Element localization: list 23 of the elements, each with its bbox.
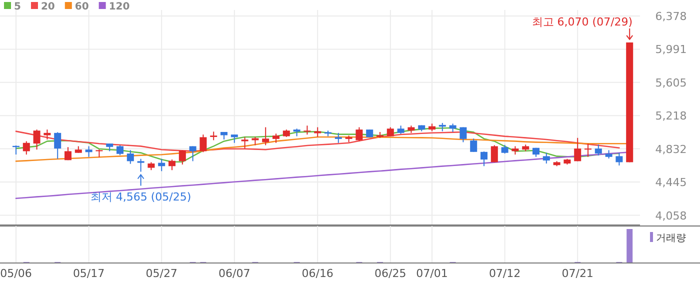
y-tick-label: 4,445 bbox=[655, 176, 687, 190]
x-tick-label: 05/06 bbox=[0, 267, 32, 280]
x-tick-label: 05/17 bbox=[72, 267, 105, 280]
y-tick-label: 5,605 bbox=[655, 76, 687, 90]
legend-label: 5 bbox=[14, 2, 21, 12]
x-tick-label: 05/27 bbox=[146, 267, 178, 280]
x-tick-label: 07/21 bbox=[562, 267, 594, 280]
legend-label: 60 bbox=[74, 2, 89, 12]
legend-label: 거래량 bbox=[656, 233, 686, 244]
annotation: 최고 6,070 (07/29) bbox=[532, 15, 633, 28]
annotation: 최저 4,565 (05/25) bbox=[90, 190, 192, 204]
x-tick-label: 07/12 bbox=[488, 267, 521, 280]
y-tick-label: 5,218 bbox=[655, 110, 687, 123]
legend-label: 120 bbox=[108, 2, 130, 12]
legend-label: 20 bbox=[40, 2, 55, 12]
x-tick-label: 06/07 bbox=[218, 267, 250, 280]
x-tick-label: 06/25 bbox=[374, 267, 406, 280]
y-tick-label: 4,832 bbox=[655, 142, 687, 156]
x-tick-label: 07/01 bbox=[416, 267, 448, 280]
y-tick-label: 5,991 bbox=[655, 43, 687, 56]
y-tick-label: 6,378 bbox=[655, 10, 687, 23]
y-tick-label: 4,058 bbox=[655, 209, 687, 222]
x-tick-label: 06/16 bbox=[302, 267, 334, 280]
